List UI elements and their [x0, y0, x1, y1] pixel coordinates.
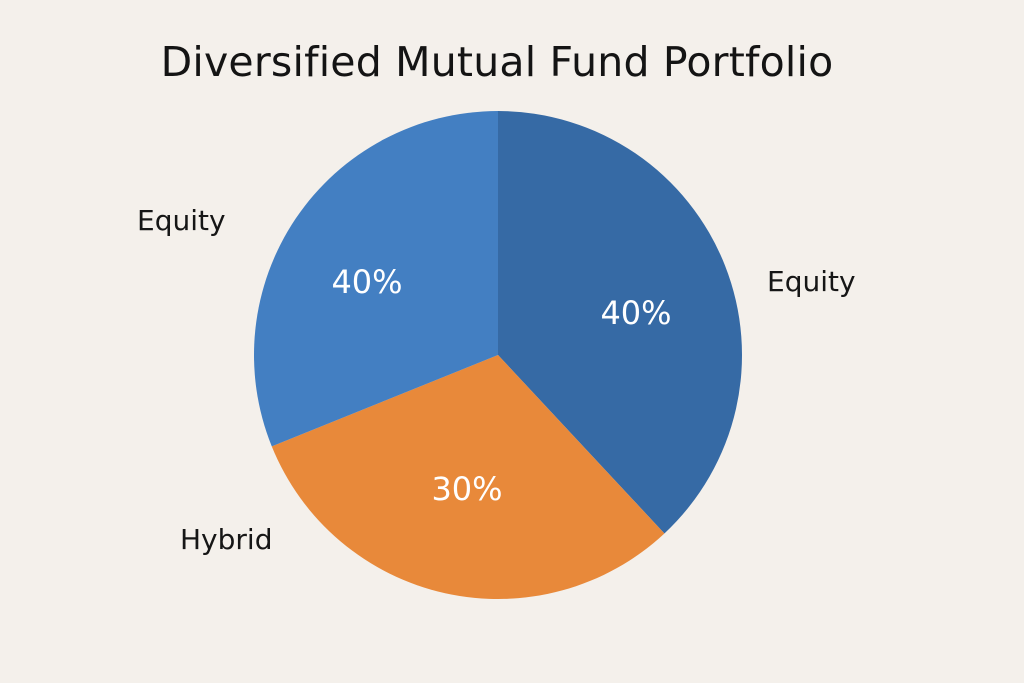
category-label-equity-right: Equity: [767, 265, 856, 298]
chart-title: Diversified Mutual Fund Portfolio: [160, 38, 834, 86]
slice-label-hybrid: 30%: [431, 470, 502, 508]
slice-label-equity-right: 40%: [600, 294, 671, 332]
pie-slice-equity-left: [254, 111, 498, 447]
category-label-hybrid: Hybrid: [180, 523, 273, 556]
pie-slice-equity-right: [498, 111, 742, 534]
slice-label-equity-left: 40%: [331, 263, 402, 301]
pie-slices: [254, 111, 742, 599]
category-label-equity-left: Equity: [137, 204, 226, 237]
pie-slice-hybrid: [271, 355, 665, 599]
